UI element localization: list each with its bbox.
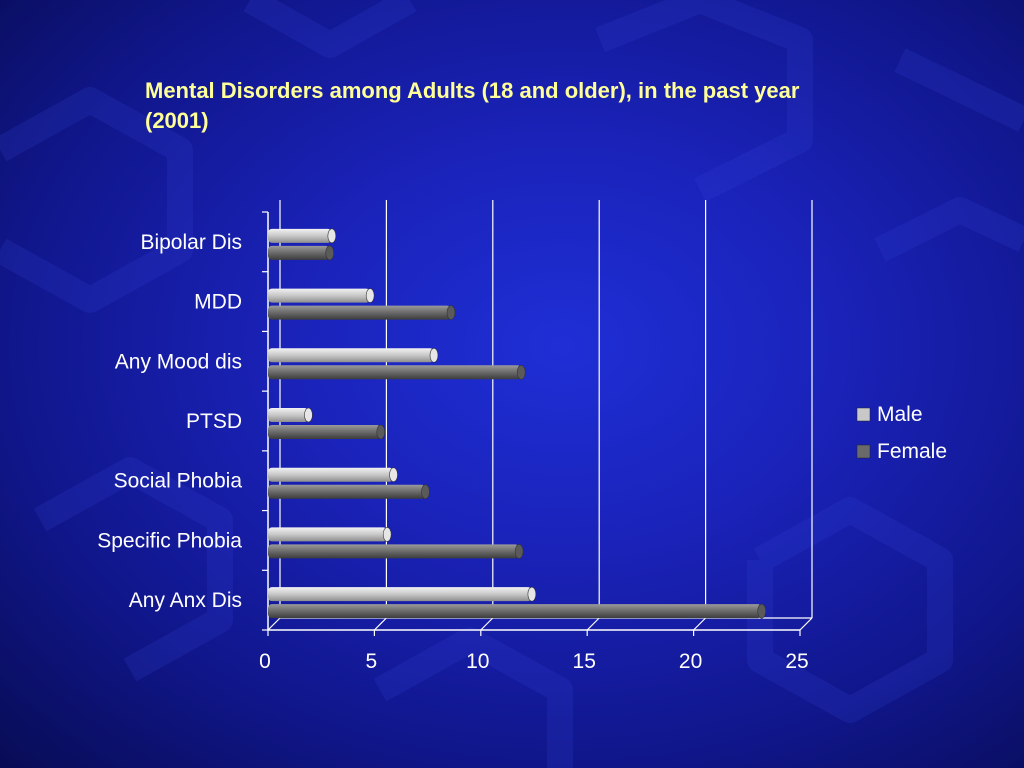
slide-title: Mental Disorders among Adults (18 and ol… xyxy=(145,78,800,133)
category-label-mdd: MDD xyxy=(194,291,242,314)
bars xyxy=(268,228,766,619)
legend-item-female: Female xyxy=(856,440,947,463)
legend-swatch-female xyxy=(856,444,871,459)
floor-line-0 xyxy=(267,617,281,631)
bar-male-ptsd xyxy=(268,407,313,423)
bar-female-social-phobia xyxy=(268,484,430,500)
category-label-ptsd: PTSD xyxy=(186,410,242,433)
legend-label-male: Male xyxy=(877,403,923,426)
bar-male-any-anx-dis xyxy=(268,586,537,602)
category-label-social-phobia: Social Phobia xyxy=(114,470,243,493)
floor-line-1 xyxy=(373,617,387,631)
bar-female-any-anx-dis xyxy=(268,603,766,619)
floor-line-3 xyxy=(586,617,600,631)
bar-female-ptsd xyxy=(268,424,386,440)
floor-line-4 xyxy=(693,617,707,631)
x-tick-label-5: 5 xyxy=(366,650,378,673)
category-labels: Bipolar Dis MDD Any Mood dis PTSD Social Pho… xyxy=(97,231,242,612)
bar-male-mdd xyxy=(268,288,375,303)
bar-female-specific-phobia xyxy=(268,544,524,559)
gridlines xyxy=(267,200,813,631)
bar-female-any-mood-dis xyxy=(268,364,526,380)
bar-female-bipolar-dis xyxy=(268,245,335,261)
x-tick-label-0: 0 xyxy=(259,650,271,673)
x-tick-label-10: 10 xyxy=(466,650,489,673)
category-label-any-anx-dis: Any Anx Dis xyxy=(129,589,242,612)
legend-item-male: Male xyxy=(856,403,923,426)
x-tick-labels: 0 5 10 15 20 25 xyxy=(259,650,809,673)
floor-line-5 xyxy=(799,617,813,631)
category-label-any-mood-dis: Any Mood dis xyxy=(115,350,242,373)
legend: Male Female xyxy=(856,403,947,463)
category-label-specific-phobia: Specific Phobia xyxy=(97,529,242,552)
category-label-bipolar-dis: Bipolar Dis xyxy=(140,231,242,254)
bar-male-any-mood-dis xyxy=(268,347,439,363)
bar-female-mdd xyxy=(268,305,456,320)
floor-line-2 xyxy=(480,617,494,631)
legend-label-female: Female xyxy=(877,440,947,463)
legend-swatch-male xyxy=(856,407,871,422)
x-tick-label-20: 20 xyxy=(679,650,702,673)
bar-male-bipolar-dis xyxy=(268,228,337,244)
axes xyxy=(262,211,801,636)
x-tick-label-25: 25 xyxy=(785,650,808,673)
bar-male-specific-phobia xyxy=(268,527,392,542)
bar-male-social-phobia xyxy=(268,467,398,483)
x-tick-label-15: 15 xyxy=(573,650,596,673)
